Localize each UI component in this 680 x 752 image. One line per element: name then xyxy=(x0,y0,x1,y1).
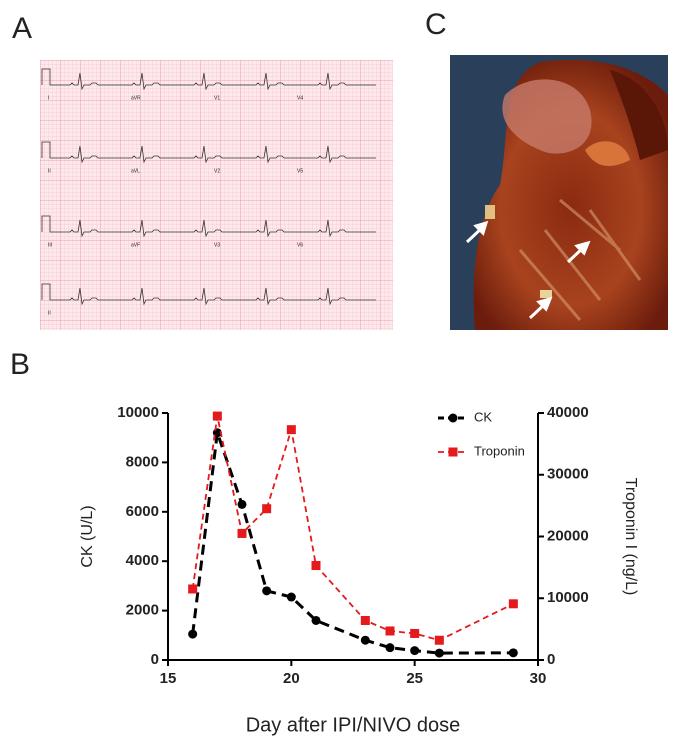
y2-tick-label: 0 xyxy=(547,651,555,668)
y2-axis-label: Troponin I (ng/L) xyxy=(622,478,639,596)
ecg-grid xyxy=(40,60,393,330)
x-tick-label: 15 xyxy=(160,670,177,687)
y2-tick-label: 30000 xyxy=(547,466,589,483)
ecg-lead-label: I xyxy=(48,95,49,101)
ecg-trace xyxy=(41,141,376,164)
series-line xyxy=(191,415,514,642)
point xyxy=(410,646,420,656)
legend-marker xyxy=(448,447,458,457)
x-tick-label: 25 xyxy=(406,670,423,687)
point xyxy=(385,643,395,653)
point xyxy=(286,425,296,435)
legend-label: CK xyxy=(474,409,492,424)
point xyxy=(311,561,321,571)
y-tick-label: 8000 xyxy=(126,453,159,470)
ecg-lead-label: V2 xyxy=(214,168,220,174)
point xyxy=(286,592,296,602)
ecg-lead-label: II xyxy=(48,310,51,316)
point xyxy=(508,599,518,609)
y-tick-label: 10000 xyxy=(117,404,159,421)
point xyxy=(212,411,222,421)
ecg-lead-label: V1 xyxy=(214,95,220,101)
x-tick-label: 30 xyxy=(530,670,547,687)
ecg-lead-label: aVF xyxy=(131,242,140,248)
point xyxy=(508,648,518,658)
point xyxy=(262,586,272,596)
point xyxy=(360,615,370,625)
panel-label: A xyxy=(12,12,32,45)
y-tick-label: 6000 xyxy=(126,503,159,520)
y-tick-label: 0 xyxy=(151,651,159,668)
ecg-lead-label: II xyxy=(48,168,51,174)
y2-tick-label: 40000 xyxy=(547,404,589,421)
panel-label: C xyxy=(425,8,447,41)
ecg-trace xyxy=(41,283,376,306)
ecg-lead-label: aVL xyxy=(131,168,140,174)
legend-marker xyxy=(448,413,458,423)
y-tick-label: 4000 xyxy=(126,552,159,569)
y-tick-label: 2000 xyxy=(126,602,159,619)
y-axis-label: CK (U/L) xyxy=(79,505,96,567)
heart-photo xyxy=(450,55,668,330)
ecg-lead-label: III xyxy=(48,242,52,248)
point xyxy=(262,504,272,514)
point xyxy=(188,584,198,594)
ecg-lead-label: V5 xyxy=(297,168,303,174)
point xyxy=(237,499,247,509)
series-line xyxy=(191,432,514,655)
ecg-lead-label: V4 xyxy=(297,95,303,101)
ecg-lead-label: aVR xyxy=(131,95,141,101)
ecg-lead-label: V6 xyxy=(297,242,303,248)
legend-label: Troponin xyxy=(474,443,525,458)
y2-tick-label: 10000 xyxy=(547,589,589,606)
point xyxy=(434,635,444,645)
point xyxy=(360,635,370,645)
point xyxy=(385,626,395,636)
panel-label: B xyxy=(10,348,30,381)
point xyxy=(188,629,198,639)
point xyxy=(434,648,444,658)
y2-tick-label: 20000 xyxy=(547,527,589,544)
ecg-trace xyxy=(41,215,376,238)
point xyxy=(410,628,420,638)
point xyxy=(311,615,321,625)
x-axis-label: Day after IPI/NIVO dose xyxy=(246,714,461,736)
ecg-trace xyxy=(41,68,376,91)
ecg-lead-label: V3 xyxy=(214,242,220,248)
x-tick-label: 20 xyxy=(283,670,300,687)
point xyxy=(237,528,247,538)
